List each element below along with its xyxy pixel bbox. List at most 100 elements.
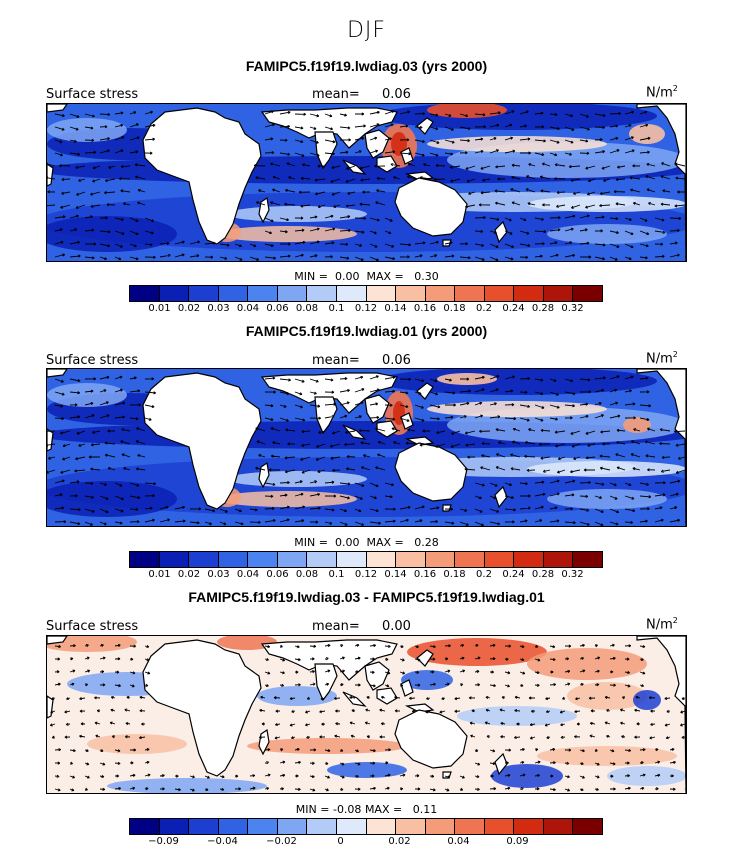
wind-arrow	[129, 644, 137, 648]
wind-arrow	[129, 495, 141, 500]
wind-arrow	[333, 204, 341, 208]
wind-arrow	[69, 644, 76, 648]
wind-arrow	[255, 201, 266, 206]
wind-arrow	[369, 149, 379, 154]
wind-arrow	[268, 468, 281, 472]
wind-arrow	[664, 696, 671, 701]
wind-arrow	[249, 508, 258, 512]
wind-arrow	[360, 441, 371, 445]
wind-arrow	[594, 748, 598, 752]
wind-arrow	[519, 494, 531, 498]
wind-arrow	[414, 774, 420, 778]
wind-arrow	[647, 468, 656, 472]
colorbar-swatch	[248, 552, 278, 567]
wind-arrow	[302, 163, 311, 167]
wind-arrow	[542, 469, 551, 473]
wind-arrow	[444, 775, 451, 779]
wind-arrow	[314, 191, 326, 196]
wind-arrow	[369, 684, 376, 688]
wind-arrow	[564, 479, 576, 484]
wind-arrow	[459, 521, 469, 526]
wind-arrow	[594, 414, 604, 419]
wind-arrow	[399, 683, 404, 687]
wind-arrow	[519, 137, 531, 141]
wind-arrow	[354, 216, 367, 221]
contour-region	[547, 489, 667, 509]
wind-arrow	[174, 240, 185, 245]
wind-arrow	[645, 454, 656, 458]
wind-arrow	[264, 644, 271, 649]
panel-3-minmax: MIN = -0.08 MAX = 0.11	[295, 803, 438, 816]
wind-arrow	[189, 507, 202, 511]
wind-arrow	[144, 787, 149, 791]
wind-arrow	[646, 162, 656, 167]
wind-arrow	[118, 177, 131, 181]
wind-arrow	[144, 151, 153, 155]
wind-arrow	[330, 178, 341, 183]
wind-arrow	[279, 787, 284, 791]
coastline	[494, 485, 508, 509]
wind-vectors	[49, 643, 686, 792]
wind-arrow	[481, 454, 491, 458]
wind-arrow	[144, 391, 157, 395]
wind-arrow	[159, 253, 171, 258]
wind-arrow	[354, 150, 362, 154]
wind-arrow	[141, 722, 146, 726]
wind-arrow	[429, 788, 436, 792]
wind-arrow	[384, 644, 391, 648]
wind-arrow	[234, 774, 239, 778]
wind-arrow	[609, 388, 618, 393]
wind-arrow	[480, 191, 491, 195]
wind-arrow	[635, 695, 641, 699]
panel-3-mean-label: mean=	[312, 619, 360, 634]
wind-arrow	[429, 519, 439, 524]
wind-arrow	[92, 165, 101, 170]
contour-region	[391, 132, 407, 156]
wind-arrow	[489, 149, 499, 154]
coastline	[314, 396, 338, 435]
wind-arrow	[339, 126, 351, 130]
wind-arrow	[504, 520, 515, 524]
wind-arrow	[54, 644, 61, 649]
wind-arrow	[609, 749, 615, 753]
wind-arrow	[99, 521, 107, 526]
wind-arrow	[579, 402, 589, 406]
colorbar-swatch	[159, 286, 190, 301]
wind-arrow	[540, 456, 551, 460]
wind-arrow	[615, 202, 626, 206]
wind-arrow	[459, 669, 466, 673]
wind-arrow	[526, 175, 536, 180]
wind-arrow	[459, 126, 471, 131]
wind-arrow	[411, 709, 416, 713]
wind-arrow	[99, 149, 110, 154]
wind-arrow	[669, 774, 674, 778]
wind-arrow	[639, 404, 652, 408]
wind-arrow	[129, 520, 140, 524]
wind-arrow	[659, 428, 671, 432]
wind-arrow	[564, 521, 576, 525]
wind-arrow	[498, 441, 506, 445]
wind-arrow	[579, 788, 584, 792]
wind-arrow	[294, 112, 307, 116]
wind-arrow	[624, 748, 632, 753]
wind-arrow	[59, 430, 71, 435]
wind-arrow	[204, 508, 216, 513]
wind-arrow	[557, 456, 566, 461]
wind-arrow	[78, 443, 86, 447]
wind-arrow	[279, 773, 286, 777]
wind-arrow	[120, 189, 131, 193]
wind-arrow	[564, 126, 575, 131]
wind-arrow	[519, 747, 525, 752]
wind-arrow	[174, 253, 185, 258]
wind-arrow	[468, 191, 476, 195]
colorbar-tick-label: 0.14	[384, 569, 407, 580]
wind-arrow	[114, 217, 124, 221]
wind-arrow	[354, 401, 364, 406]
wind-arrow	[451, 430, 461, 435]
wind-arrow	[534, 254, 543, 258]
wind-arrow	[384, 748, 391, 752]
wind-arrow	[320, 697, 326, 701]
wind-arrow	[669, 747, 675, 752]
wind-arrow	[459, 377, 470, 381]
wind-arrow	[54, 240, 64, 245]
